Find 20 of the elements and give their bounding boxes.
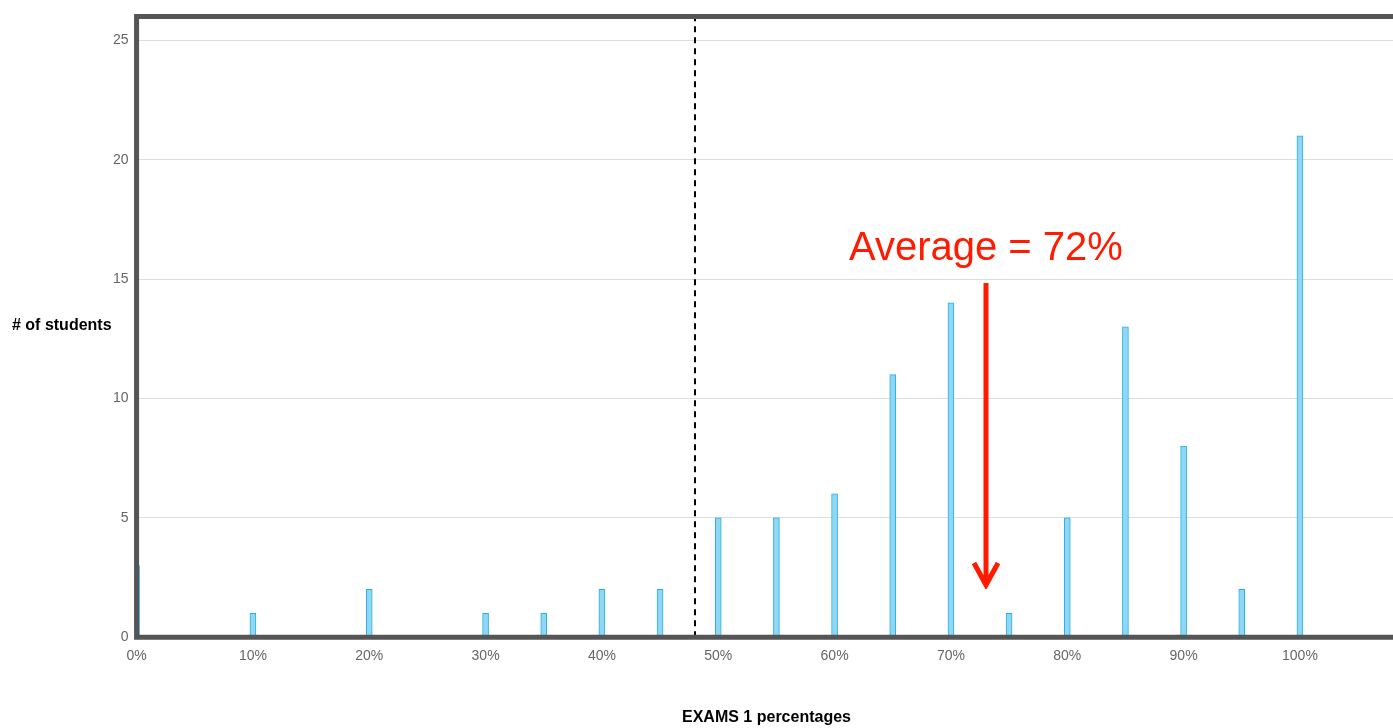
- x-tick-label: 0%: [126, 647, 147, 664]
- y-tick-label: 5: [120, 508, 129, 525]
- x-tick-label: 40%: [587, 647, 616, 664]
- annotation: Average = 72%: [848, 224, 1123, 270]
- x-tick-label: 10%: [238, 647, 267, 664]
- x-tick-label: 30%: [471, 647, 500, 664]
- x-tick-label: 70%: [936, 647, 965, 664]
- y-tick-label: 25: [112, 31, 129, 48]
- x-tick-label: 90%: [1169, 647, 1198, 664]
- x-tick-label: 20%: [355, 647, 384, 664]
- y-axis-title: # of students: [12, 316, 112, 334]
- x-tick-label: 50%: [704, 647, 733, 664]
- x-tick-label: 60%: [820, 647, 849, 664]
- y-tick-label: 20: [112, 150, 129, 167]
- y-tick-label: 15: [112, 269, 129, 286]
- x-tick-label: 80%: [1053, 647, 1082, 664]
- x-axis-title: EXAMS 1 percentages: [681, 708, 852, 726]
- y-tick-label: 0: [120, 628, 129, 645]
- y-tick-label: 10: [112, 389, 129, 406]
- x-tick-label: 100%: [1282, 647, 1318, 664]
